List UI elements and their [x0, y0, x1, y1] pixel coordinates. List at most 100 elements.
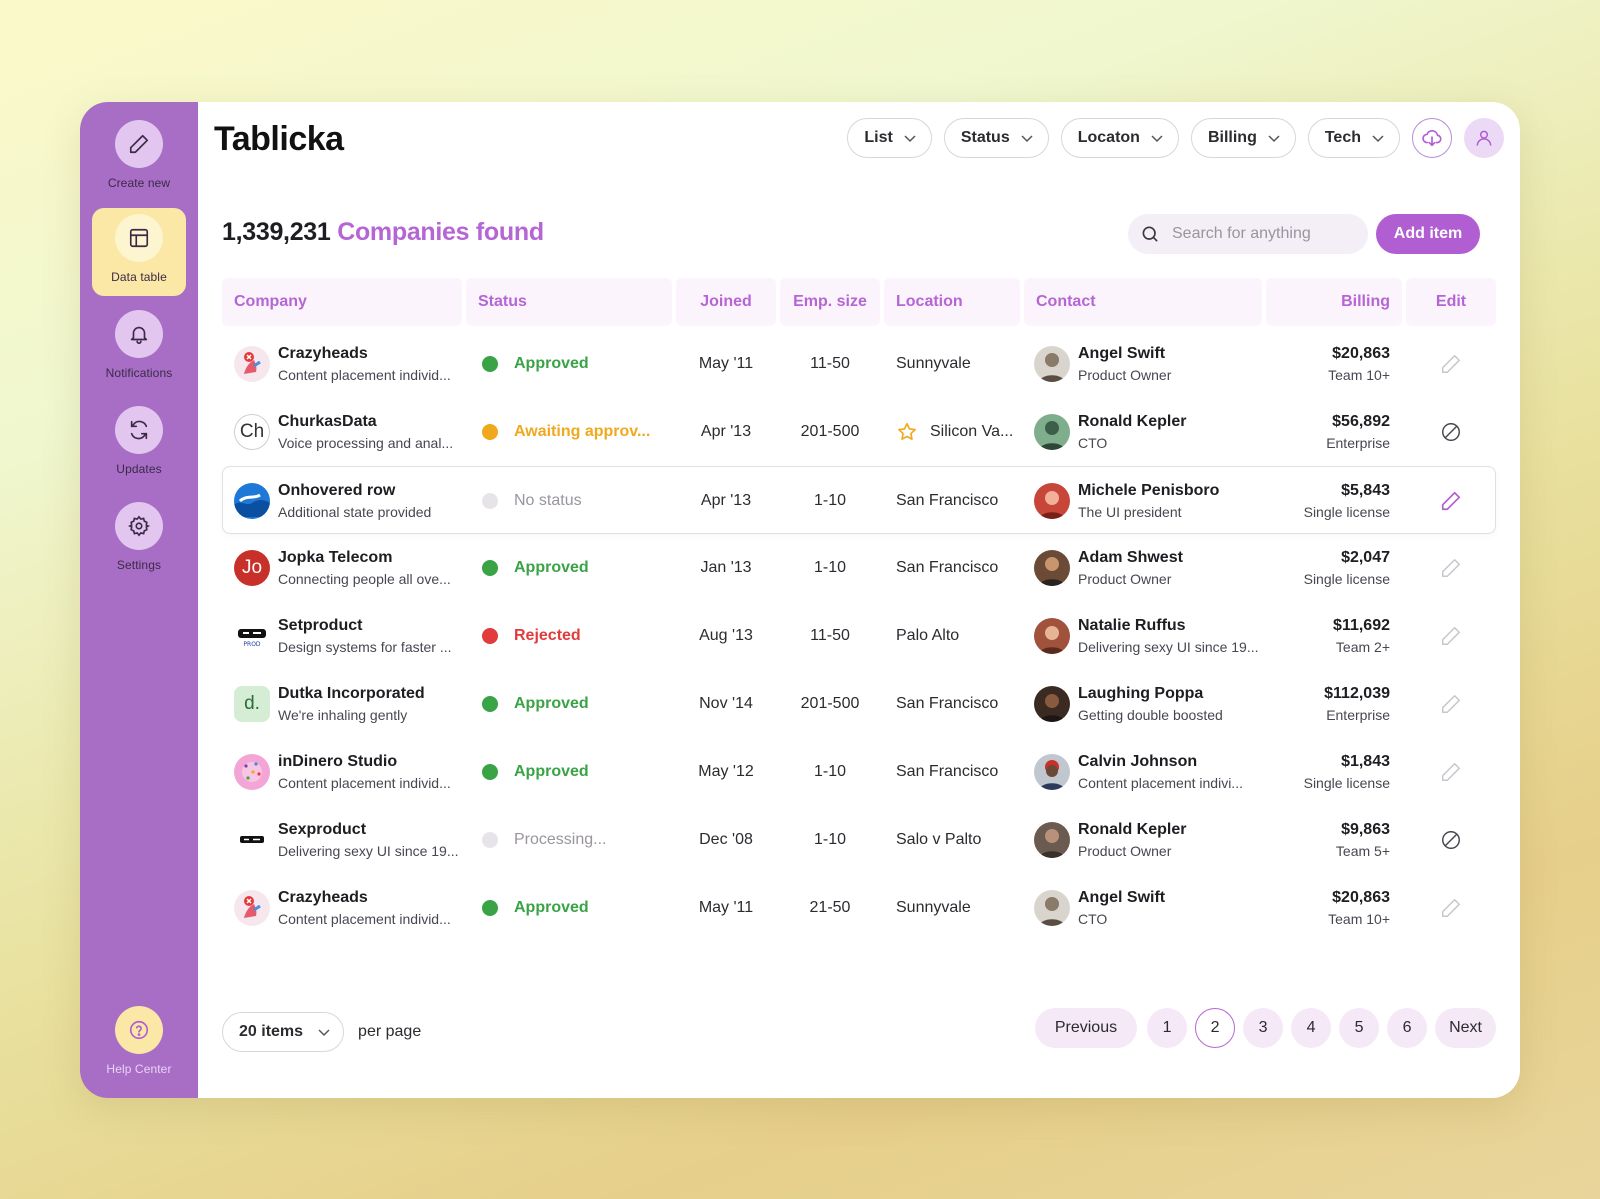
edit-button[interactable]	[1406, 602, 1496, 670]
contact-name: Angel Swift	[1078, 889, 1166, 906]
refresh-icon	[115, 406, 163, 454]
sidebar: Create new Data table Notifications Upda…	[80, 102, 198, 1098]
chevron-down-icon	[1021, 135, 1033, 143]
billing-plan: Enterprise	[1326, 435, 1390, 451]
column-header-company[interactable]: Company	[222, 278, 462, 326]
contact-name: Laughing Poppa	[1078, 685, 1204, 702]
chevron-down-icon	[904, 135, 916, 143]
table-row[interactable]: Sexproduct Delivering sexy UI since 19..…	[222, 806, 1496, 874]
page-button-6[interactable]: 6	[1387, 1008, 1428, 1048]
employee-size: 1-10	[813, 559, 847, 576]
company-logo-crazyheads	[234, 890, 270, 926]
contact-name: Ronald Kepler	[1078, 821, 1187, 838]
table-row[interactable]: Ch ChurkasData Voice processing and anal…	[222, 398, 1496, 466]
previous-page-button[interactable]: Previous	[1034, 1008, 1138, 1048]
billing-amount: $20,863	[1332, 889, 1390, 906]
contact-role: Product Owner	[1078, 571, 1172, 587]
employee-size: 201-500	[800, 695, 860, 712]
edit-button[interactable]	[1406, 874, 1496, 942]
table-row[interactable]: Crazyheads Content placement individ... …	[222, 874, 1496, 942]
column-header-contact[interactable]: Contact	[1024, 278, 1262, 326]
search-input[interactable]	[1172, 225, 1352, 243]
table-row[interactable]: d. Dutka Incorporated We're inhaling gen…	[222, 670, 1496, 738]
company-description: We're inhaling gently	[278, 707, 408, 723]
company-description: Delivering sexy UI since 19...	[278, 843, 459, 859]
sidebar-item-updates[interactable]: Updates	[92, 400, 186, 488]
billing-plan: Single license	[1303, 775, 1390, 791]
column-header-emp-size[interactable]: Emp. size	[780, 278, 880, 326]
billing-plan: Team 10+	[1328, 911, 1390, 927]
cloud-download-icon	[1422, 129, 1442, 147]
joined-date: May '12	[698, 763, 754, 780]
sidebar-item-label: Data table	[111, 270, 167, 284]
billing-amount: $1,843	[1341, 753, 1390, 770]
profile-button[interactable]	[1464, 118, 1504, 158]
company-logo-crazyheads	[234, 346, 270, 382]
edit-button[interactable]	[1406, 534, 1496, 602]
svg-text:PROD: PROD	[243, 641, 261, 648]
company-logo-initials: Jo	[234, 550, 270, 586]
table-row[interactable]: Jo Jopka Telecom Connecting people all o…	[222, 534, 1496, 602]
contact-avatar	[1034, 618, 1070, 654]
chevron-down-icon	[318, 1029, 330, 1037]
edit-button[interactable]	[1406, 806, 1496, 874]
edit-button[interactable]	[1406, 467, 1496, 535]
page-button-2[interactable]: 2	[1195, 1008, 1236, 1048]
gear-icon	[115, 502, 163, 550]
contact-avatar	[1034, 550, 1070, 586]
edit-button[interactable]	[1406, 330, 1496, 398]
next-page-button[interactable]: Next	[1435, 1008, 1496, 1048]
star-icon[interactable]	[896, 421, 918, 443]
billing-amount: $112,039	[1324, 685, 1390, 702]
table-row[interactable]: inDinero Studio Content placement indivi…	[222, 738, 1496, 806]
filter-tech[interactable]: Tech	[1307, 118, 1400, 158]
sidebar-item-create-new[interactable]: Create new	[92, 114, 186, 202]
page-button-1[interactable]: 1	[1147, 1008, 1188, 1048]
sidebar-item-data-table[interactable]: Data table	[92, 208, 186, 296]
page-button-4[interactable]: 4	[1291, 1008, 1332, 1048]
contact-avatar	[1034, 890, 1070, 926]
help-icon	[115, 1006, 163, 1054]
sidebar-item-settings[interactable]: Settings	[92, 496, 186, 584]
page-button-3[interactable]: 3	[1243, 1008, 1284, 1048]
column-header-status[interactable]: Status	[466, 278, 672, 326]
status-dot	[482, 493, 498, 509]
sidebar-item-notifications[interactable]: Notifications	[92, 304, 186, 392]
status-dot	[482, 424, 498, 440]
billing-amount: $9,863	[1341, 821, 1390, 838]
filter-location[interactable]: Locaton	[1060, 118, 1179, 158]
edit-button[interactable]	[1406, 738, 1496, 806]
status-badge: Approved	[514, 695, 589, 712]
filter-status[interactable]: Status	[943, 118, 1049, 158]
column-header-edit: Edit	[1406, 278, 1496, 326]
table-row[interactable]: Crazyheads Content placement individ... …	[222, 330, 1496, 398]
edit-button[interactable]	[1406, 670, 1496, 738]
status-badge: Approved	[514, 899, 589, 916]
employee-size: 1-10	[813, 492, 847, 509]
table-row[interactable]: PROD Setproduct Design systems for faste…	[222, 602, 1496, 670]
edit-button[interactable]	[1406, 398, 1496, 466]
status-badge: Awaiting approv...	[514, 423, 651, 440]
add-item-button[interactable]: Add item	[1376, 214, 1480, 254]
blocked-icon	[1442, 831, 1460, 849]
status-dot	[482, 560, 498, 576]
column-header-location[interactable]: Location	[884, 278, 1020, 326]
results-label: Companies found	[337, 218, 544, 246]
table-header: Company Status Joined Emp. size Location…	[222, 278, 1496, 326]
download-button[interactable]	[1412, 118, 1452, 158]
column-header-billing[interactable]: Billing	[1266, 278, 1402, 326]
filter-label: List	[864, 129, 893, 146]
page-button-5[interactable]: 5	[1339, 1008, 1380, 1048]
filter-billing[interactable]: Billing	[1190, 118, 1296, 158]
status-badge: Approved	[514, 559, 589, 576]
contact-role: Product Owner	[1078, 843, 1172, 859]
contact-role: Content placement indivi...	[1078, 775, 1243, 791]
sidebar-item-help-center[interactable]: Help Center	[92, 1000, 186, 1088]
main-panel: Tablicka List Status Locaton Billing Tec…	[198, 102, 1520, 1098]
search-icon	[1142, 226, 1158, 242]
filter-list[interactable]: List	[847, 118, 932, 158]
column-header-joined[interactable]: Joined	[676, 278, 776, 326]
table-row-hovered[interactable]: Onhovered row Additional state provided …	[222, 466, 1496, 534]
sidebar-item-label: Settings	[116, 558, 162, 572]
per-page-select[interactable]: 20 items	[222, 1012, 345, 1052]
